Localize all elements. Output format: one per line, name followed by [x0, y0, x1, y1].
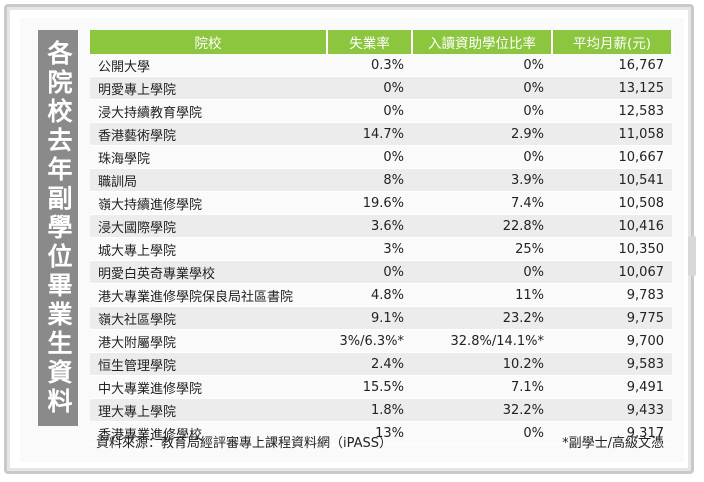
- table-cell: 19.6%: [327, 191, 412, 215]
- table-cell: 23.2%: [412, 306, 552, 330]
- table-row: 嶺大社區學院 9.1% 23.2% 9,775: [90, 306, 672, 330]
- table-row: 港大專業進修學院保良局社區書院 4.8% 11% 9,783: [90, 283, 672, 307]
- table-cell: 0%: [412, 145, 552, 169]
- table-row: 中大專業進修學院 15.5% 7.1% 9,491: [90, 375, 672, 399]
- table-cell: 9,783: [552, 283, 672, 307]
- table-row: 浸大持續教育學院 0% 0% 12,583: [90, 99, 672, 123]
- table-cell: 9,775: [552, 306, 672, 330]
- table-cell: 0%: [412, 260, 552, 284]
- table-cell: 10,541: [552, 168, 672, 192]
- table-cell: 0%: [327, 145, 412, 169]
- table-cell: 8%: [327, 168, 412, 192]
- table-row: 職訓局 8% 3.9% 10,541: [90, 168, 672, 192]
- table-row: 明愛專上學院 0% 0% 13,125: [90, 76, 672, 100]
- table-body: 公開大學 0.3% 0% 16,767 明愛專上學院 0% 0% 13,125 浸大持續教育學院…: [90, 54, 672, 445]
- title: 各院校去年副學位畢業生資料: [38, 30, 78, 426]
- header-cell: 院校: [90, 30, 328, 54]
- table-cell: 2.4%: [327, 352, 412, 376]
- table-cell: 16,767: [552, 54, 672, 77]
- table-cell: 恒生管理學院: [90, 352, 327, 376]
- table-cell: 15.5%: [327, 375, 412, 399]
- table-row: 理大專上學院 1.8% 32.2% 9,433: [90, 398, 672, 422]
- table-cell: 中大專業進修學院: [90, 375, 327, 399]
- table-cell: 香港專業進修學校: [90, 421, 327, 445]
- table-cell: 嶺大持續進修學院: [90, 191, 327, 215]
- table-cell: 9.1%: [327, 306, 412, 330]
- table-cell: 0%: [412, 99, 552, 123]
- table-cell: 0%: [327, 76, 412, 100]
- table-cell: 13%: [327, 421, 412, 445]
- source: 資料來源：教育局經評審專上課程資料網（iPASS）: [96, 436, 393, 451]
- table-cell: 10,416: [552, 214, 672, 238]
- table-row: 嶺大持續進修學院 19.6% 7.4% 10,508: [90, 191, 672, 215]
- table-cell: 3.6%: [327, 214, 412, 238]
- table-cell: 32.8%/14.1%*: [412, 329, 552, 353]
- table-cell: 港大專業進修學院保良局社區書院: [90, 283, 327, 307]
- table-row: 香港藝術學院 14.7% 2.9% 11,058: [90, 122, 672, 146]
- table-cell: 公開大學: [90, 54, 327, 77]
- table-cell: 9,700: [552, 329, 672, 353]
- header-cell: 入讀資助學位比率: [412, 30, 553, 54]
- table-row: 香港專業進修學校 13% 0% 9,317: [90, 421, 672, 445]
- table-cell: 0.3%: [327, 54, 412, 77]
- table-cell: 10,067: [552, 260, 672, 284]
- table-cell: 9,433: [552, 398, 672, 422]
- table-cell: 城大專上學院: [90, 237, 327, 261]
- table-cell: 10,508: [552, 191, 672, 215]
- table-cell: 9,491: [552, 375, 672, 399]
- table-cell: 1.8%: [327, 398, 412, 422]
- table-row: 珠海學院 0% 0% 10,667: [90, 145, 672, 169]
- table-cell: 4.8%: [327, 283, 412, 307]
- table-cell: 0%: [327, 99, 412, 123]
- table-row: 公開大學 0.3% 0% 16,767: [90, 54, 672, 77]
- table-cell: 香港藝術學院: [90, 122, 327, 146]
- header-row: 院校 失業率 入讀資助學位比率 平均月薪(元): [90, 30, 673, 54]
- header-cell: 平均月薪(元): [552, 30, 673, 54]
- table-cell: 3%/6.3%*: [327, 329, 412, 353]
- table-cell: 25%: [412, 237, 552, 261]
- table-row: 浸大國際學院 3.6% 22.8% 10,416: [90, 214, 672, 238]
- table-cell: 0%: [412, 54, 552, 77]
- table-cell: 港大附屬學院: [90, 329, 327, 353]
- table-cell: 7.4%: [412, 191, 552, 215]
- table-cell: 3%: [327, 237, 412, 261]
- table-cell: 32.2%: [412, 398, 552, 422]
- table-cell: 浸大持續教育學院: [90, 99, 327, 123]
- table-cell: 10.2%: [412, 352, 552, 376]
- table-cell: 3.9%: [412, 168, 552, 192]
- table-cell: 嶺大社區學院: [90, 306, 327, 330]
- table-cell: 職訓局: [90, 168, 327, 192]
- table-cell: 22.8%: [412, 214, 552, 238]
- table-cell: 理大專上學院: [90, 398, 327, 422]
- marker-tray: [688, 236, 696, 276]
- table-cell: 7.1%: [412, 375, 552, 399]
- table-cell: 0%: [412, 421, 552, 445]
- table-cell: 0%: [412, 76, 552, 100]
- table-cell: 9,583: [552, 352, 672, 376]
- table-cell: 10,667: [552, 145, 672, 169]
- header-cell: 失業率: [327, 30, 413, 54]
- table-row: 明愛白英奇專業學校 0% 0% 10,067: [90, 260, 672, 284]
- note: *副學士/高級文憑: [562, 436, 664, 451]
- table-cell: 2.9%: [412, 122, 552, 146]
- table-cell: 13,125: [552, 76, 672, 100]
- table-cell: 11%: [412, 283, 552, 307]
- table-cell: 0%: [327, 260, 412, 284]
- table-row: 恒生管理學院 2.4% 10.2% 9,583: [90, 352, 672, 376]
- table-cell: 明愛白英奇專業學校: [90, 260, 327, 284]
- table-cell: 12,583: [552, 99, 672, 123]
- table-cell: 14.7%: [327, 122, 412, 146]
- table-cell: 浸大國際學院: [90, 214, 327, 238]
- table-row: 港大附屬學院 3%/6.3%* 32.8%/14.1%* 9,700: [90, 329, 672, 353]
- table-cell: 珠海學院: [90, 145, 327, 169]
- table-cell: 明愛專上學院: [90, 76, 327, 100]
- table: 院校 失業率 入讀資助學位比率 平均月薪(元) 公開大學 0.3% 0% 16,767 明愛專…: [90, 30, 673, 445]
- table-cell: 11,058: [552, 122, 672, 146]
- table-cell: 9,317: [552, 421, 672, 445]
- table-cell: 10,350: [552, 237, 672, 261]
- table-row: 城大專上學院 3% 25% 10,350: [90, 237, 672, 261]
